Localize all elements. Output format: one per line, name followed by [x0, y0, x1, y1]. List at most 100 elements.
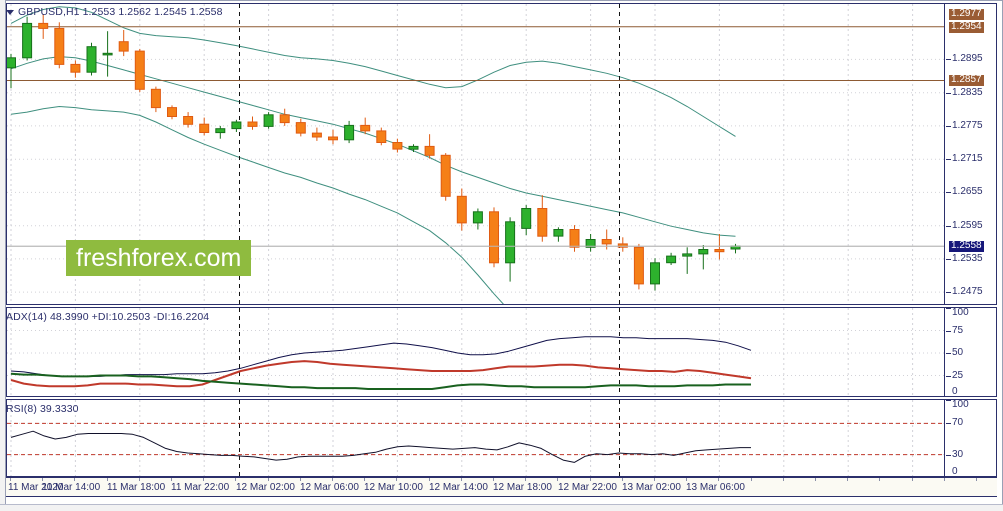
- watermark: freshforex.com: [66, 240, 252, 276]
- indicator-axis-label: 0: [952, 386, 958, 397]
- time-tick: [879, 478, 880, 481]
- rsi-header: RSI(8) 39.3330: [6, 403, 79, 415]
- left-rail: [0, 0, 6, 511]
- adx-header: ADX(14) 48.3990 +DI:10.2503 -DI:16.2204: [6, 311, 210, 323]
- time-axis-label: 11 Mar 18:00: [107, 482, 166, 493]
- candle: [392, 138, 403, 153]
- candle: [714, 234, 725, 260]
- axis-tick: [946, 423, 951, 424]
- time-axis-label: 12 Mar 10:00: [364, 482, 423, 493]
- candle: [682, 247, 693, 274]
- axis-tick: [946, 259, 951, 260]
- candle: [505, 217, 516, 282]
- time-tick: [654, 478, 655, 481]
- time-tick: [171, 478, 172, 481]
- axis-tick: [946, 331, 951, 332]
- time-tick: [783, 478, 784, 481]
- axis-tick: [946, 308, 951, 309]
- time-tick: [268, 478, 269, 481]
- candle: [215, 125, 226, 139]
- time-axis[interactable]: 11 Mar 2020 11 Mar 14:00 11 Mar 18:00 11 Ma…: [6, 477, 997, 497]
- indicator-axis-label: 0: [952, 466, 958, 477]
- price-axis-label: 1.2835: [952, 87, 983, 98]
- candle: [344, 120, 355, 144]
- candle: [553, 227, 564, 242]
- time-axis-label: 12 Mar 14:00: [429, 482, 488, 493]
- time-tick: [815, 478, 816, 481]
- price-axis-label: 1.2595: [952, 220, 983, 231]
- symbol-header-text: GBPUSD,H1 1.2553 1.2562 1.2545 1.2558: [18, 6, 223, 18]
- candle: [183, 112, 194, 128]
- time-tick: [686, 478, 687, 481]
- candle: [585, 234, 596, 252]
- time-tick: [718, 478, 719, 481]
- indicator-axis-label: 70: [952, 417, 964, 428]
- candle: [408, 144, 419, 152]
- time-tick: [429, 478, 430, 481]
- price-axis-label: 1.2954: [949, 21, 984, 33]
- time-tick: [912, 478, 913, 481]
- candle: [311, 127, 322, 141]
- candle: [247, 116, 258, 130]
- candle: [167, 105, 177, 120]
- candle: [102, 31, 113, 77]
- time-tick: [557, 478, 558, 481]
- candle: [263, 112, 274, 129]
- price-axis-label: 1.2857: [949, 74, 984, 86]
- candle: [134, 48, 145, 93]
- chevron-down-icon[interactable]: [6, 9, 14, 15]
- axis-tick: [946, 93, 951, 94]
- candle: [698, 245, 709, 270]
- price-axis-label: 1.2895: [952, 53, 983, 64]
- candle: [328, 129, 338, 145]
- candle: [295, 118, 306, 137]
- candle: [54, 22, 65, 69]
- time-tick: [590, 478, 591, 481]
- candle: [666, 252, 677, 265]
- time-tick: [139, 478, 140, 481]
- time-tick: [107, 478, 108, 481]
- axis-tick: [946, 400, 951, 401]
- indicator-axis-label: 25: [952, 370, 964, 381]
- axis-tick: [946, 126, 951, 127]
- time-tick: [525, 478, 526, 481]
- time-tick: [203, 478, 204, 481]
- time-tick: [976, 478, 977, 481]
- candle: [489, 207, 499, 268]
- time-tick: [751, 478, 752, 481]
- axis-tick: [946, 59, 951, 60]
- candle: [440, 153, 451, 201]
- adx-plot[interactable]: [7, 308, 997, 397]
- adx-pane[interactable]: 100 75 50 25 0: [6, 307, 997, 397]
- time-axis-label: 13 Mar 02:00: [622, 482, 681, 493]
- candle: [360, 117, 371, 135]
- axis-tick: [946, 192, 951, 193]
- indicator-axis-label: 30: [952, 449, 964, 460]
- rsi-pane[interactable]: 100 70 30 0: [6, 399, 997, 477]
- time-tick: [461, 478, 462, 481]
- time-axis-label: 12 Mar 06:00: [300, 482, 359, 493]
- rsi-plot[interactable]: [7, 400, 997, 477]
- candle: [199, 117, 210, 136]
- bottom-rail: [0, 504, 1003, 511]
- candle: [118, 30, 129, 57]
- time-tick: [235, 478, 236, 481]
- price-axis[interactable]: 1.2977 1.2954 1.2895 1.2857 1.2835 1.2775 1.27…: [944, 4, 996, 304]
- candle: [633, 243, 644, 290]
- adx-axis[interactable]: 100 75 50 25 0: [944, 308, 996, 396]
- candle: [86, 42, 97, 76]
- candle: [424, 134, 435, 159]
- time-tick: [42, 478, 43, 481]
- time-tick: [847, 478, 848, 481]
- candle: [22, 16, 33, 61]
- candle: [231, 119, 242, 132]
- candle: [376, 127, 387, 146]
- candle: [70, 60, 81, 78]
- candle: [150, 86, 161, 113]
- time-axis-label: 11 Mar 2020: [8, 482, 64, 493]
- candle: [617, 237, 628, 252]
- price-axis-label: 1.2977: [949, 8, 984, 20]
- axis-tick: [946, 292, 951, 293]
- rsi-axis[interactable]: 100 70 30 0: [944, 400, 996, 476]
- time-tick: [364, 478, 365, 481]
